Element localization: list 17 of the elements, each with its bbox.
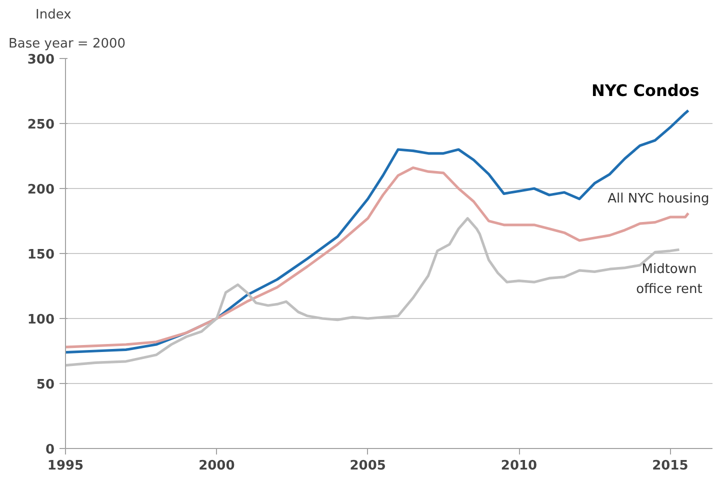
chart-title: Index: [36, 8, 72, 22]
y-tick-label: 150: [27, 248, 55, 262]
x-tick-label: 2005: [350, 458, 386, 474]
y-tick-label: 0: [45, 442, 54, 458]
series-label: Midtown office rent: [636, 262, 702, 298]
x-tick-label: 1995: [47, 458, 84, 474]
y-tick-label: 100: [27, 312, 55, 328]
y-tick-label: 300: [27, 52, 55, 68]
x-tick-label: 2015: [652, 458, 688, 474]
y-tick-label: 200: [27, 182, 55, 198]
y-tick-label: 250: [27, 118, 55, 132]
x-tick-label: 2000: [198, 458, 235, 474]
series-label: All NYC housing: [608, 192, 710, 207]
chart-subtitle: Base year = 2000: [8, 36, 126, 52]
y-tick-label: 50: [36, 378, 55, 392]
series-label: NYC Condos: [592, 81, 700, 100]
x-tick-label: 2010: [500, 458, 538, 474]
